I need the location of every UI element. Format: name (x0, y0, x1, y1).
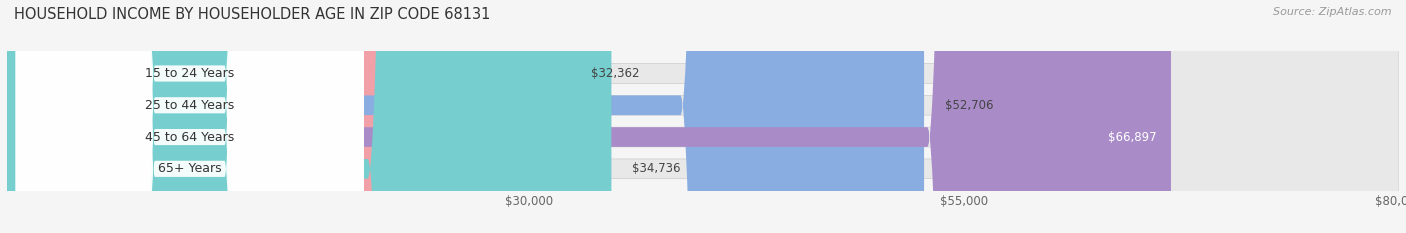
Text: 65+ Years: 65+ Years (157, 162, 222, 175)
FancyBboxPatch shape (15, 0, 364, 233)
Text: 45 to 64 Years: 45 to 64 Years (145, 130, 235, 144)
FancyBboxPatch shape (15, 0, 364, 233)
Text: Source: ZipAtlas.com: Source: ZipAtlas.com (1274, 7, 1392, 17)
Text: $52,706: $52,706 (945, 99, 994, 112)
FancyBboxPatch shape (7, 0, 1399, 233)
FancyBboxPatch shape (7, 0, 924, 233)
Text: $34,736: $34,736 (633, 162, 681, 175)
FancyBboxPatch shape (15, 0, 364, 233)
Text: 25 to 44 Years: 25 to 44 Years (145, 99, 235, 112)
FancyBboxPatch shape (7, 0, 1399, 233)
FancyBboxPatch shape (7, 0, 1399, 233)
FancyBboxPatch shape (7, 0, 1399, 233)
Text: $32,362: $32,362 (591, 67, 640, 80)
Text: 15 to 24 Years: 15 to 24 Years (145, 67, 235, 80)
FancyBboxPatch shape (7, 0, 612, 233)
FancyBboxPatch shape (7, 0, 1171, 233)
Text: $66,897: $66,897 (1108, 130, 1157, 144)
FancyBboxPatch shape (7, 0, 569, 233)
Text: HOUSEHOLD INCOME BY HOUSEHOLDER AGE IN ZIP CODE 68131: HOUSEHOLD INCOME BY HOUSEHOLDER AGE IN Z… (14, 7, 491, 22)
FancyBboxPatch shape (15, 0, 364, 233)
